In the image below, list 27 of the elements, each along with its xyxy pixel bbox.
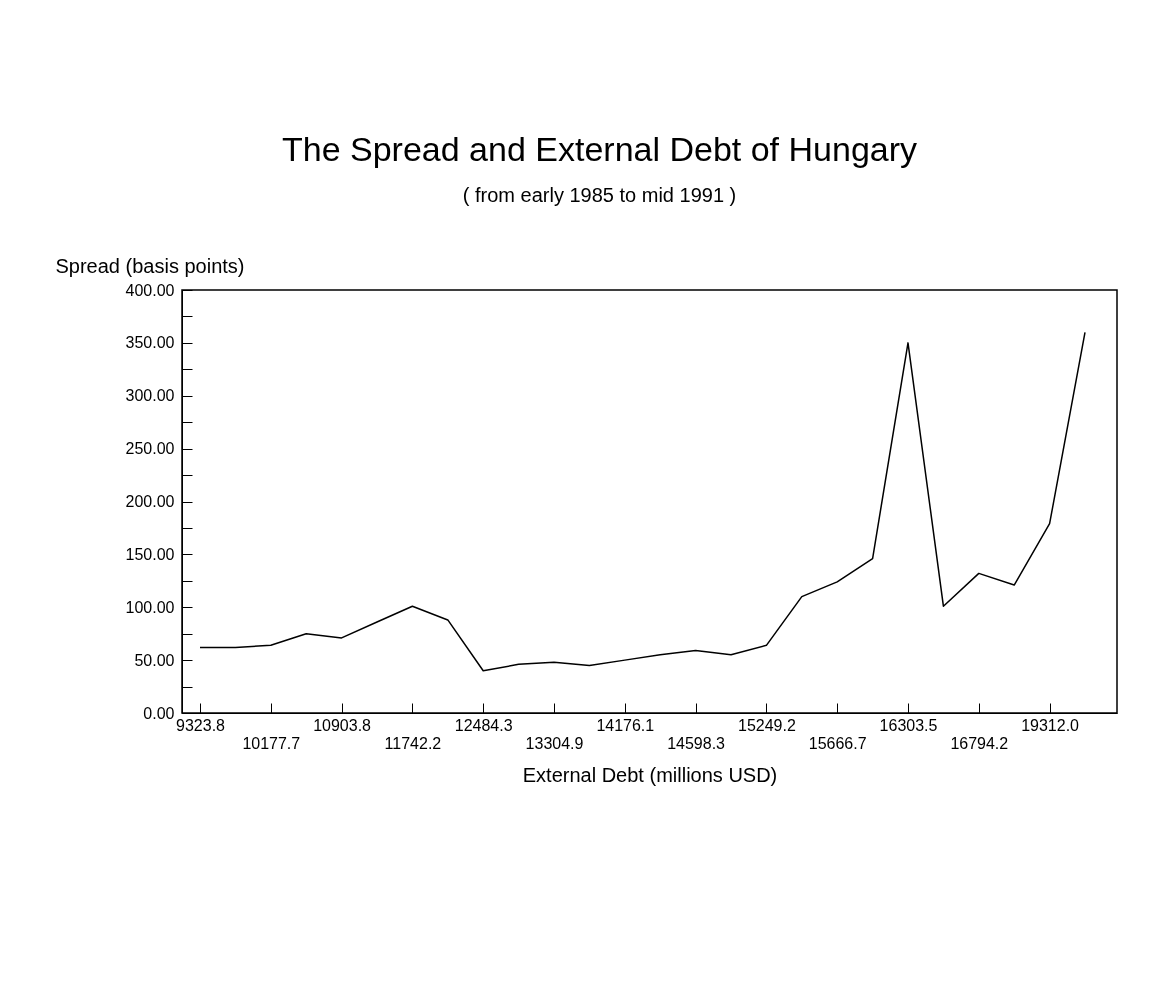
y-axis-title: Spread (basis points) bbox=[55, 254, 245, 277]
x-tick-label: 14598.3 bbox=[667, 734, 726, 752]
y-tick-label: 200.00 bbox=[125, 493, 175, 510]
x-tick-label: 10177.7 bbox=[242, 734, 301, 752]
x-tick-label: 15666.7 bbox=[808, 734, 867, 752]
y-tick-label: 350.00 bbox=[125, 334, 175, 352]
y-tick-label: 50.00 bbox=[134, 651, 175, 669]
y-tick-label: 250.00 bbox=[125, 440, 175, 458]
x-tick-label: 12484.3 bbox=[454, 716, 513, 734]
line-series bbox=[199, 331, 1086, 672]
y-tick-label: 0.00 bbox=[143, 704, 175, 722]
x-tick-label: 10903.8 bbox=[313, 716, 372, 734]
x-tick-label: 19312.0 bbox=[1021, 716, 1080, 734]
chart-subtitle: ( from early 1985 to mid 1991 ) bbox=[462, 184, 737, 206]
chart-title: The Spread and External Debt of Hungary bbox=[281, 130, 918, 168]
y-tick-label: 400.00 bbox=[125, 281, 175, 299]
y-tick-label: 100.00 bbox=[125, 598, 175, 616]
x-tick-label: 9323.8 bbox=[176, 716, 226, 734]
x-tick-label: 16794.2 bbox=[950, 734, 1009, 752]
x-tick-label: 16303.5 bbox=[879, 716, 938, 734]
y-tick-label: 300.00 bbox=[125, 387, 175, 405]
y-tick-label: 150.00 bbox=[125, 545, 175, 563]
x-tick-label: 11742.2 bbox=[384, 734, 442, 752]
x-tick-label: 13304.9 bbox=[525, 734, 584, 752]
x-tick-label: 15249.2 bbox=[737, 716, 796, 734]
x-axis-title: External Debt (millions USD) bbox=[522, 763, 778, 786]
x-tick-label: 14176.1 bbox=[596, 716, 655, 734]
